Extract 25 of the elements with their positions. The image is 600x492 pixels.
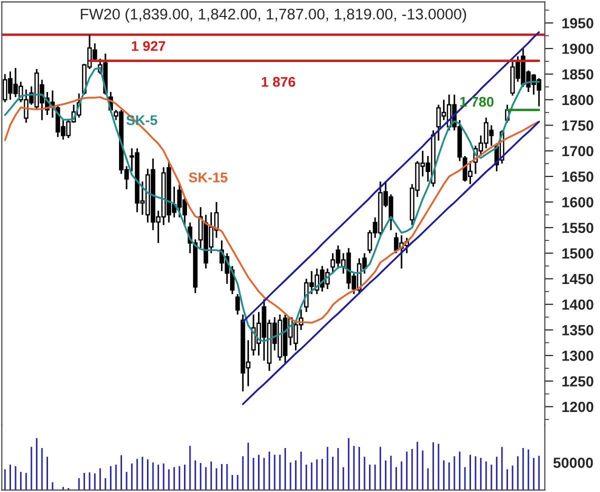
y-tick-label: 1750: [562, 120, 594, 131]
y-tick-label: 1800: [562, 94, 594, 106]
y-tick-label: 1250: [562, 376, 594, 387]
chart-title: FW20 (1,839.00, 1,842.00, 1,787.00, 1,819.00, -13.0000): [80, 8, 466, 23]
series-label: 1 876: [262, 76, 296, 87]
line-series: [242, 120, 540, 406]
y-tick-label: 1400: [562, 299, 594, 310]
y-tick-label: 1500: [562, 248, 594, 259]
y-tick-label: 1700: [562, 146, 594, 156]
y-tick-label: 1600: [562, 197, 594, 208]
candlestick: [235, 293, 240, 316]
series-label: 1 780: [460, 96, 494, 107]
y-tick-label: 1450: [562, 274, 594, 284]
ref-line-label: 1 927: [132, 41, 166, 51]
y-tick-label: 1650: [562, 172, 594, 182]
y-tick-label: 1550: [562, 222, 594, 234]
y-tick-label: 1950: [562, 18, 594, 28]
text: 50000: [553, 458, 593, 468]
y-tick-label: 1200: [562, 402, 594, 412]
y-tick-label: 1350: [562, 325, 594, 336]
y-tick-label: 1300: [562, 350, 594, 361]
series-label: SK-15: [188, 172, 228, 182]
line-series: [242, 31, 540, 323]
y-tick-label: 1850: [562, 69, 594, 80]
y-tick-label: 1900: [562, 44, 594, 54]
